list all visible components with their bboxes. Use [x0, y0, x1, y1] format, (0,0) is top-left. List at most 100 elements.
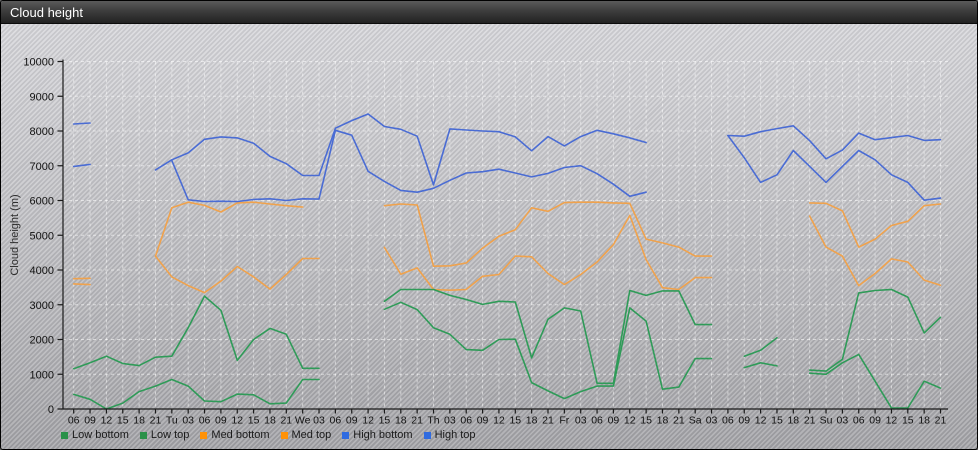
svg-text:03: 03 [182, 415, 194, 427]
svg-text:15: 15 [248, 415, 260, 427]
legend-swatch-low-top [139, 431, 147, 439]
svg-text:18: 18 [787, 415, 799, 427]
legend-label: High top [434, 429, 476, 441]
svg-text:12: 12 [755, 415, 767, 427]
svg-text:5000: 5000 [30, 230, 54, 242]
svg-text:18: 18 [918, 415, 930, 427]
svg-text:21: 21 [280, 415, 292, 427]
series-med-top [72, 201, 942, 280]
svg-text:4000: 4000 [30, 265, 54, 277]
svg-text:09: 09 [608, 415, 620, 427]
svg-text:21: 21 [673, 415, 685, 427]
legend-item-high-top: High top [423, 429, 476, 441]
legend-swatch-low-bottom [61, 431, 68, 439]
x-axis-tick-labels: 06 09 12 15 18 21 Tu 03 06 09 12 15 18 21 We 03 06 09 12 15… [68, 415, 947, 427]
svg-text:2000: 2000 [30, 335, 54, 347]
svg-text:06: 06 [853, 415, 865, 427]
series-high-bottom [72, 129, 942, 203]
svg-text:06: 06 [68, 415, 80, 427]
svg-text:Th: Th [427, 415, 439, 427]
svg-text:18: 18 [395, 415, 407, 427]
legend-swatch-med-bottom [200, 431, 208, 439]
legend-item-med-top: Med top [280, 429, 332, 441]
svg-text:Sa: Sa [689, 415, 702, 427]
legend: Low bottom Low top Med bottom Med top High b… [61, 428, 476, 442]
svg-text:15: 15 [379, 415, 391, 427]
svg-text:15: 15 [902, 415, 914, 427]
series-low-bottom [72, 301, 942, 410]
svg-text:09: 09 [477, 415, 489, 427]
window-titlebar: Cloud height [1, 1, 977, 24]
svg-text:10000: 10000 [23, 57, 54, 69]
window-title: Cloud height [10, 5, 83, 20]
svg-text:09: 09 [738, 415, 750, 427]
svg-text:Su: Su [820, 415, 833, 427]
svg-text:09: 09 [869, 415, 881, 427]
svg-text:03: 03 [837, 415, 849, 427]
svg-text:8000: 8000 [30, 126, 54, 138]
svg-text:06: 06 [460, 415, 472, 427]
svg-text:0: 0 [48, 404, 54, 416]
svg-text:09: 09 [346, 415, 358, 427]
svg-text:03: 03 [313, 415, 325, 427]
svg-text:03: 03 [575, 415, 587, 427]
svg-text:06: 06 [722, 415, 734, 427]
legend-label: High bottom [353, 429, 413, 441]
svg-text:6000: 6000 [30, 196, 54, 208]
svg-text:We: We [295, 415, 311, 427]
svg-text:15: 15 [509, 415, 521, 427]
svg-text:12: 12 [362, 415, 374, 427]
svg-text:03: 03 [444, 415, 456, 427]
svg-text:06: 06 [199, 415, 211, 427]
svg-text:21: 21 [804, 415, 816, 427]
svg-text:18: 18 [526, 415, 538, 427]
legend-swatch-high-top [423, 431, 431, 439]
svg-text:03: 03 [706, 415, 718, 427]
svg-text:15: 15 [771, 415, 783, 427]
svg-text:18: 18 [657, 415, 669, 427]
svg-text:3000: 3000 [30, 300, 54, 312]
chart-area: 0 1000 2000 3000 4000 5000 6000 7000 8000 9000 100… [1, 25, 977, 449]
y-axis-tick-labels: 0 1000 2000 3000 4000 5000 6000 7000 8000 9000 100… [23, 57, 54, 417]
axes [57, 59, 948, 414]
svg-text:18: 18 [133, 415, 145, 427]
svg-text:06: 06 [330, 415, 342, 427]
svg-text:12: 12 [624, 415, 636, 427]
svg-text:21: 21 [542, 415, 554, 427]
svg-text:21: 21 [411, 415, 423, 427]
svg-text:7000: 7000 [30, 161, 54, 173]
cloud-height-chart: 0 1000 2000 3000 4000 5000 6000 7000 8000 9000 100… [23, 57, 948, 427]
svg-text:12: 12 [101, 415, 113, 427]
svg-text:21: 21 [150, 415, 162, 427]
legend-item-low-top: Low top [139, 429, 190, 441]
legend-item-low-bottom: Low bottom [61, 429, 129, 441]
svg-text:15: 15 [640, 415, 652, 427]
legend-swatch-high-bottom [342, 431, 350, 439]
svg-text:Tu: Tu [166, 415, 178, 427]
legend-label: Med bottom [211, 429, 270, 441]
legend-swatch-med-top [280, 431, 288, 439]
svg-text:06: 06 [591, 415, 603, 427]
legend-item-high-bottom: High bottom [342, 429, 413, 441]
legend-label: Low top [150, 429, 190, 441]
series-high-top [72, 113, 942, 186]
svg-text:12: 12 [231, 415, 243, 427]
svg-text:21: 21 [935, 415, 947, 427]
svg-text:09: 09 [84, 415, 96, 427]
y-axis-title: Cloud height (m) [9, 194, 21, 276]
series-low-top [72, 288, 942, 385]
svg-text:18: 18 [264, 415, 276, 427]
svg-text:9000: 9000 [30, 91, 54, 103]
svg-text:15: 15 [117, 415, 129, 427]
legend-label: Med top [291, 429, 332, 441]
legend-label: Low bottom [72, 429, 129, 441]
gridlines [63, 61, 948, 409]
svg-text:1000: 1000 [30, 369, 54, 381]
series-med-bottom [72, 214, 942, 294]
svg-text:12: 12 [886, 415, 898, 427]
legend-item-med-bottom: Med bottom [200, 429, 270, 441]
svg-text:Fr: Fr [559, 415, 569, 427]
svg-text:09: 09 [215, 415, 227, 427]
svg-text:12: 12 [493, 415, 505, 427]
